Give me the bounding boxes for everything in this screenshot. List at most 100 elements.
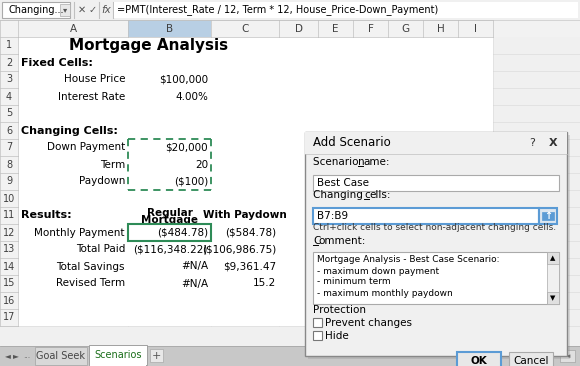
Bar <box>458 309 493 326</box>
Bar <box>279 241 318 258</box>
Text: Interest Rate: Interest Rate <box>58 92 125 101</box>
Bar <box>318 54 353 71</box>
Bar <box>211 241 279 258</box>
Bar <box>458 275 493 292</box>
Bar <box>211 309 279 326</box>
Bar <box>318 258 353 275</box>
Bar <box>313 175 559 191</box>
Bar <box>423 207 458 224</box>
Text: I: I <box>474 23 477 34</box>
Bar <box>509 352 553 366</box>
Bar <box>18 88 128 105</box>
Bar <box>423 71 458 88</box>
Text: 2: 2 <box>6 57 12 67</box>
Bar <box>458 139 493 156</box>
Text: fx: fx <box>101 5 111 15</box>
Bar <box>0 258 18 275</box>
Bar <box>89 345 147 365</box>
Bar <box>423 139 458 156</box>
Bar <box>211 275 279 292</box>
Bar <box>388 122 423 139</box>
Bar <box>457 352 501 366</box>
Bar <box>211 224 279 241</box>
Bar <box>423 37 458 54</box>
Text: $100,000: $100,000 <box>159 75 208 85</box>
Bar <box>18 139 128 156</box>
Bar <box>423 88 458 105</box>
Text: ...: ... <box>23 351 30 361</box>
Text: Cancel: Cancel <box>513 356 549 366</box>
Bar <box>0 173 18 190</box>
Bar <box>0 275 18 292</box>
Bar <box>128 71 211 88</box>
Text: +: + <box>151 351 161 361</box>
Text: B7:B9: B7:B9 <box>317 211 348 221</box>
Text: $9,361.47: $9,361.47 <box>223 261 276 272</box>
Text: 11: 11 <box>3 210 15 220</box>
Bar <box>423 241 458 258</box>
Text: 3: 3 <box>6 75 12 85</box>
Bar <box>353 71 388 88</box>
Bar <box>388 71 423 88</box>
Text: n: n <box>358 157 365 167</box>
Text: Paydown: Paydown <box>79 176 125 187</box>
Text: ✕: ✕ <box>78 5 86 15</box>
Bar <box>318 190 353 207</box>
Bar <box>458 122 493 139</box>
Bar <box>547 292 559 304</box>
Bar <box>547 252 559 264</box>
Bar <box>128 139 211 156</box>
Bar <box>313 318 322 327</box>
Text: #N/A: #N/A <box>181 261 208 272</box>
Text: ↑: ↑ <box>544 211 552 221</box>
Bar <box>318 275 353 292</box>
Bar <box>128 105 211 122</box>
Bar <box>2 2 70 18</box>
Text: 17: 17 <box>3 313 15 322</box>
Text: ($106,986.75): ($106,986.75) <box>202 244 276 254</box>
Bar <box>539 208 557 224</box>
Bar <box>423 173 458 190</box>
Text: 4: 4 <box>6 92 12 101</box>
Text: F: F <box>368 23 374 34</box>
Bar <box>114 2 578 18</box>
Text: =PMT(Interest_Rate / 12, Term * 12, House_Price-Down_Payment): =PMT(Interest_Rate / 12, Term * 12, Hous… <box>117 4 438 15</box>
Text: c: c <box>364 190 370 200</box>
Bar <box>128 292 211 309</box>
Bar <box>128 224 211 241</box>
Bar <box>211 122 279 139</box>
Bar <box>318 309 353 326</box>
Bar <box>353 37 388 54</box>
Bar <box>279 207 318 224</box>
Bar <box>128 309 211 326</box>
Text: ame:: ame: <box>363 157 390 167</box>
Text: Regular: Regular <box>147 208 193 218</box>
Text: House Price: House Price <box>63 75 125 85</box>
Bar <box>128 88 211 105</box>
Bar <box>458 207 493 224</box>
Bar <box>423 224 458 241</box>
Bar <box>353 190 388 207</box>
Bar <box>353 241 388 258</box>
Bar <box>458 292 493 309</box>
Bar <box>353 105 388 122</box>
Bar <box>318 139 353 156</box>
Bar <box>313 252 559 304</box>
Bar <box>0 292 18 309</box>
Bar <box>353 139 388 156</box>
Bar <box>0 0 580 20</box>
Bar <box>318 71 353 88</box>
Text: Changing: Changing <box>313 190 366 200</box>
Bar <box>18 224 128 241</box>
Bar <box>279 156 318 173</box>
Bar <box>128 258 211 275</box>
Text: - maximum down payment: - maximum down payment <box>317 266 439 276</box>
Bar <box>353 309 388 326</box>
Text: - minimum term: - minimum term <box>317 277 390 287</box>
Bar <box>458 173 493 190</box>
Text: ($584.78): ($584.78) <box>225 228 276 238</box>
Bar <box>388 258 423 275</box>
Bar <box>211 139 279 156</box>
Bar <box>458 224 493 241</box>
Bar <box>18 241 128 258</box>
